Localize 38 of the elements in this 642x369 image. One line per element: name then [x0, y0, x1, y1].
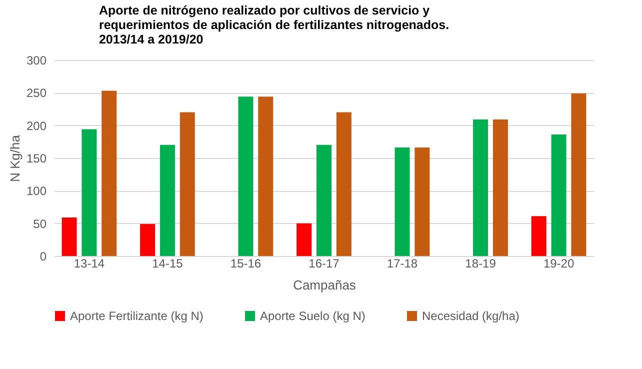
x-tick-label: 18-19 [465, 256, 496, 270]
x-axis-title: Campañas [293, 278, 356, 292]
bar [394, 148, 410, 256]
legend-label: Aporte Suelo (kg N) [260, 309, 366, 323]
y-tick-label: 200 [26, 118, 47, 133]
x-tick-label: 16-17 [308, 256, 340, 270]
y-tick-label: 50 [33, 216, 47, 231]
bar [492, 119, 508, 256]
x-tick-label: 15-16 [230, 256, 262, 270]
bar [258, 96, 274, 256]
bar [531, 216, 546, 256]
bar [102, 90, 117, 256]
x-tick-label: 13-14 [74, 256, 105, 270]
legend-label: Necesidad (kg/ha) [422, 309, 520, 323]
y-tick-label: 250 [26, 86, 47, 100]
bar [140, 224, 156, 256]
bar [473, 119, 488, 256]
x-tick-label: 19-20 [543, 256, 574, 270]
y-tick-label: 300 [26, 54, 47, 68]
bar [160, 144, 175, 256]
x-tick-label: 14-15 [152, 256, 184, 270]
bar [571, 93, 586, 256]
y-axis-title: N Kg/ha [7, 134, 22, 182]
bar [238, 96, 254, 256]
bar [336, 112, 352, 256]
y-tick-label: 150 [26, 152, 47, 166]
y-tick-label: 0 [40, 250, 47, 264]
bar [62, 217, 77, 256]
bar [316, 144, 332, 256]
bar [180, 112, 195, 256]
bar [414, 148, 430, 256]
x-tick-label: 17-18 [386, 256, 418, 270]
bar [551, 134, 566, 256]
legend-label: Aporte Fertilizante (kg N) [70, 309, 204, 323]
bar [82, 129, 97, 256]
chart-title: Aporte de nitrógeno realizado por cultivos de servicio y requerimientos de aplicación de fertilizantes nitrogenados. 2013/14 a 2019/20 [98, 4, 450, 46]
y-tick-label: 100 [26, 184, 47, 198]
bar [296, 223, 312, 256]
